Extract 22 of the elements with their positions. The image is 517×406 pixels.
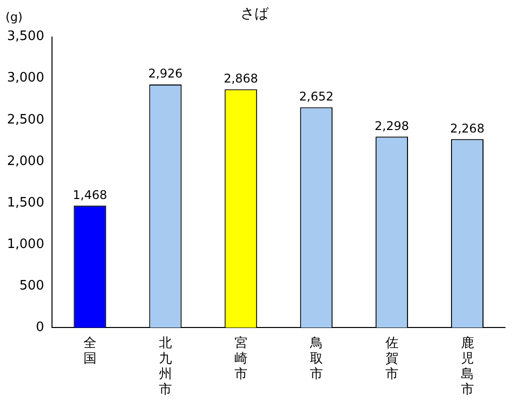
x-tick-label: 佐賀市 bbox=[385, 336, 398, 382]
data-label: 2,652 bbox=[299, 89, 334, 104]
x-tick-label: 鳥取市 bbox=[308, 336, 323, 382]
data-label: 1,468 bbox=[72, 188, 108, 202]
y-tick-label: 0 bbox=[36, 320, 44, 335]
y-tick-label: 1,000 bbox=[7, 236, 44, 252]
x-tick-label: 宮崎市 bbox=[234, 334, 248, 382]
y-tick-label: 3,000 bbox=[7, 70, 44, 86]
y-axis-title: (g) bbox=[6, 10, 22, 24]
chart-title: さば bbox=[240, 6, 270, 22]
x-tick-label: 北九州市 bbox=[158, 336, 172, 398]
data-label: 2,298 bbox=[374, 118, 409, 133]
data-label: 2,926 bbox=[148, 66, 183, 81]
x-tick-label: 鹿児島市 bbox=[460, 336, 474, 398]
y-tick-label: 500 bbox=[19, 278, 44, 294]
y-tick-label: 2,000 bbox=[7, 154, 44, 169]
y-tick-label: 3,500 bbox=[7, 29, 44, 44]
data-label: 2,268 bbox=[450, 121, 484, 136]
y-tick-label: 2,500 bbox=[7, 112, 44, 128]
y-tick-label: 1,500 bbox=[7, 195, 44, 210]
x-tick-label: 全国 bbox=[83, 336, 96, 366]
data-label: 2,868 bbox=[224, 71, 258, 86]
